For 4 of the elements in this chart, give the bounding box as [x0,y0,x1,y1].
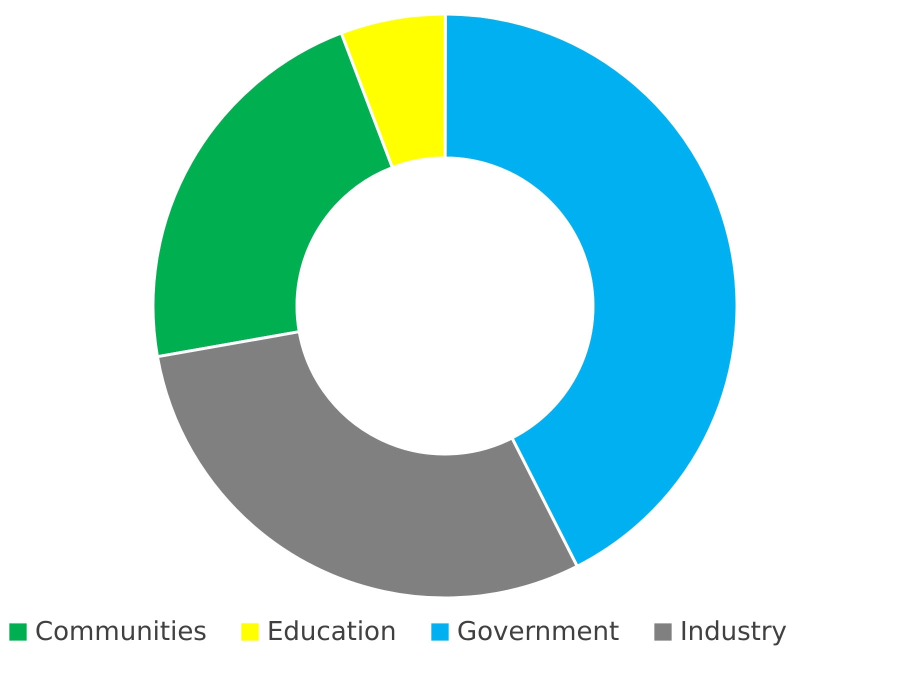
legend-label: Industry [680,617,787,647]
legend-label: Communities [35,617,207,647]
legend-label: Education [267,617,396,647]
legend-label: Government [457,617,620,647]
